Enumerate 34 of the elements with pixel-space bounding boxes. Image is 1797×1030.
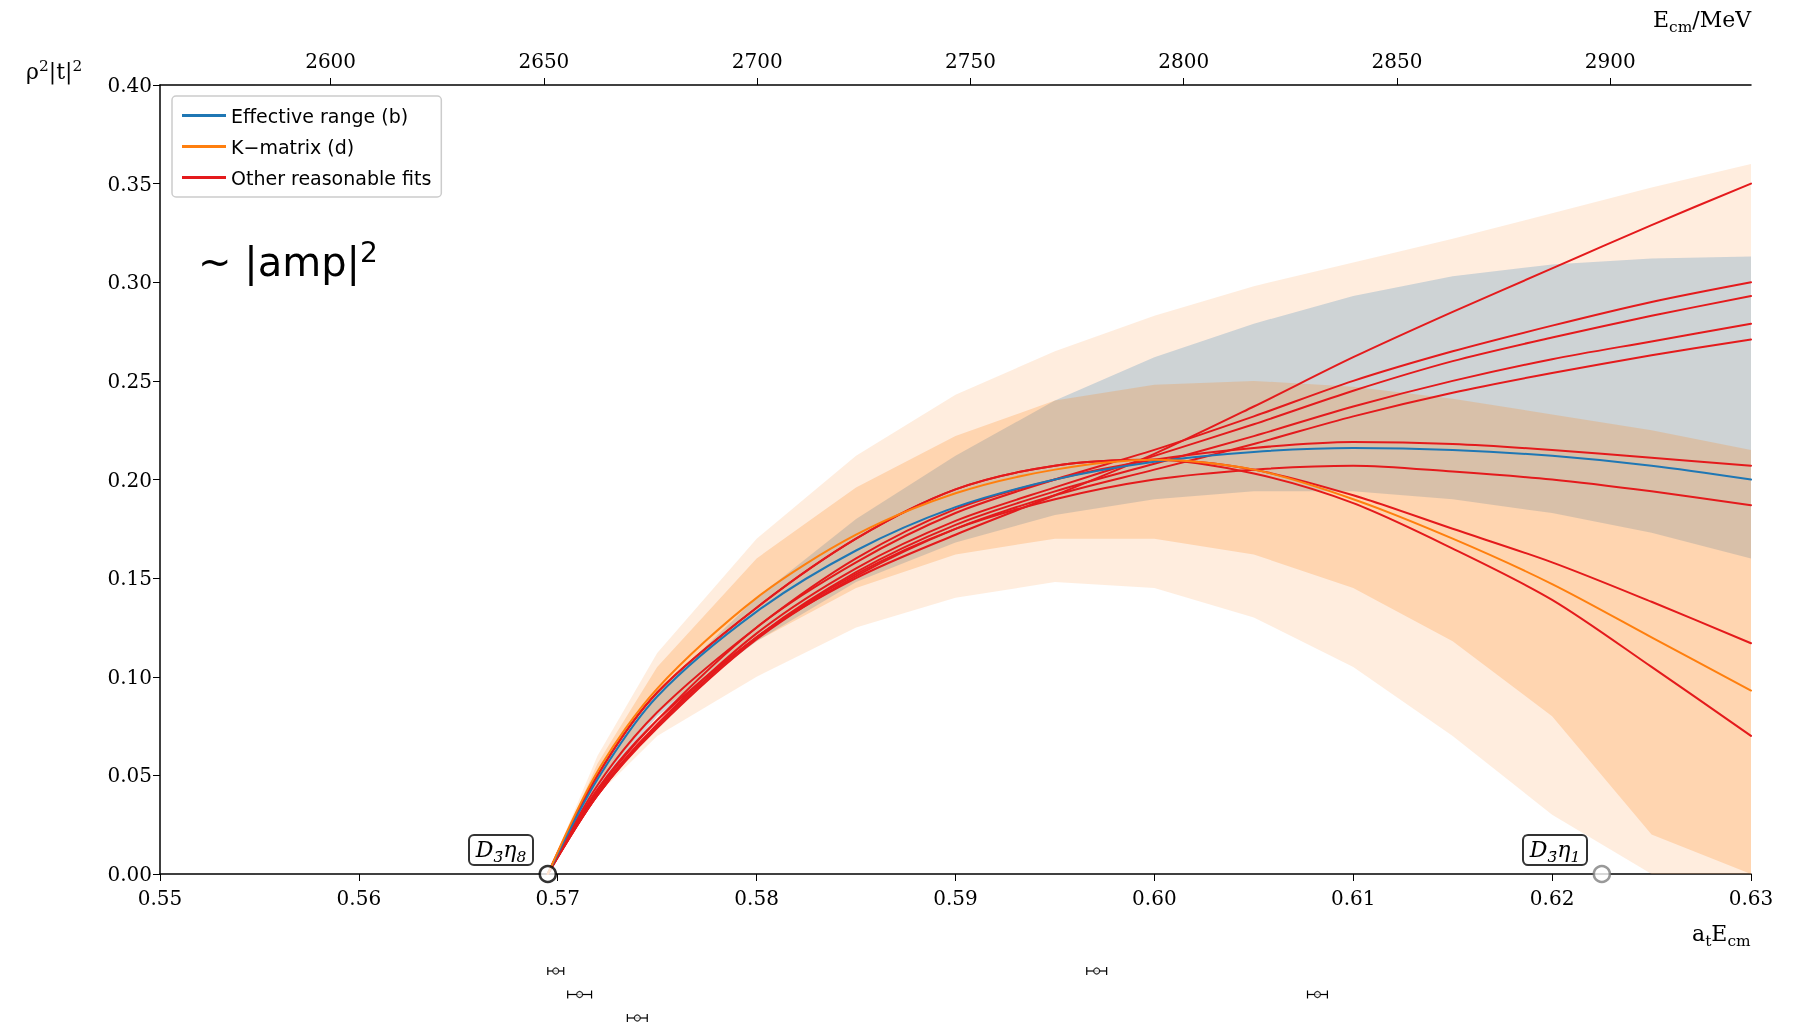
y-tick-label: 0.05 [107, 763, 152, 788]
x2-tick-label: 2800 [1158, 49, 1210, 73]
annotation: D$_{3̄}$η$_{8}$ [467, 834, 535, 867]
x-tick-label: 0.61 [1330, 886, 1376, 910]
legend-label: Effective range (b) [231, 104, 409, 127]
y-tick-label: 0.35 [107, 171, 152, 196]
y-tick-label: 0.15 [107, 566, 152, 591]
x-tick-label: 0.56 [336, 886, 382, 910]
y-tick-label: 0.00 [107, 862, 152, 886]
legend-label: Other reasonable fits [231, 166, 432, 189]
legend-label: K−matrix (d) [231, 135, 355, 158]
x2-tick-label: 2850 [1371, 49, 1423, 73]
x-tick-label: 0.60 [1132, 886, 1177, 910]
x2-tick-label: 2700 [731, 49, 783, 73]
y-axis-title: ρ$^{2}$|t|$^{2}$ [26, 56, 83, 85]
x-tick-label: 0.57 [535, 886, 581, 910]
x2-axis-title: E$_{cm}$/MeV [1653, 7, 1752, 37]
y-tick-label: 0.30 [107, 270, 152, 295]
x2-tick-label: 2750 [944, 49, 996, 73]
x-tick-label: 0.59 [933, 886, 978, 910]
x2-tick-label: 2900 [1584, 49, 1636, 73]
y-tick-label: 0.25 [107, 368, 152, 393]
annotation: ~ |amp|$^{2}$ [198, 235, 378, 285]
y-tick-label: 0.20 [107, 467, 152, 492]
y-tick-label: 0.10 [107, 664, 152, 689]
x2-tick-label: 2600 [305, 49, 357, 73]
x-tick-label: 0.58 [734, 886, 779, 910]
x-tick-label: 0.63 [1728, 886, 1774, 910]
x-tick-label: 0.55 [137, 886, 183, 910]
y-tick-label: 0.40 [107, 73, 152, 97]
x-axis-title: a$_{t}$E$_{cm}$ [1692, 921, 1751, 951]
annotation: D$_{3̄}$η$_{1}$ [1521, 834, 1589, 867]
x2-tick-label: 2650 [518, 49, 570, 73]
x-tick-label: 0.62 [1529, 886, 1575, 910]
